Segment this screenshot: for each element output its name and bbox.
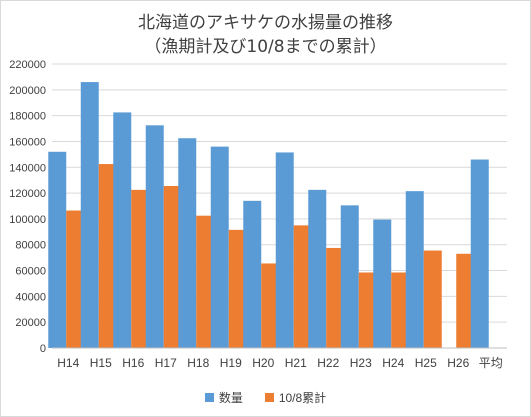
legend: 数量 10/8累計 <box>0 389 531 406</box>
bar-series-2 <box>391 272 410 348</box>
bar-series-2 <box>228 229 247 348</box>
legend-label: 数量 <box>218 391 243 405</box>
y-tick-label: 180000 <box>9 111 46 123</box>
bar-series-1 <box>210 146 229 348</box>
bar-series-2 <box>423 250 442 348</box>
bar-series-1 <box>113 112 132 348</box>
legend-item-series-2: 10/8累計 <box>264 389 327 406</box>
legend-item-series-1: 数量 <box>204 389 243 406</box>
axes: 0 20000 40000 60000 80000 100000 120000 140000 1… <box>9 59 507 370</box>
x-tick-label: H15 <box>90 356 112 370</box>
bar-series-2 <box>98 164 117 348</box>
y-tick-label: 200000 <box>9 85 46 97</box>
bar-series-2 <box>293 225 312 348</box>
y-tick-label: 120000 <box>9 188 46 200</box>
bar-series-1 <box>48 151 67 348</box>
bar-series-2 <box>358 272 377 348</box>
bar-series-1 <box>275 152 294 348</box>
x-tick-label: H18 <box>187 356 209 370</box>
x-tick-label: H17 <box>155 356 177 370</box>
bar-series-2 <box>66 210 85 348</box>
bar-series-1 <box>145 125 164 349</box>
legend-swatch <box>204 393 214 402</box>
x-tick-label: H16 <box>122 356 144 370</box>
bar-series-1 <box>243 200 262 348</box>
y-tick-label: 100000 <box>9 214 46 226</box>
x-tick-label: H26 <box>447 356 469 370</box>
x-tick-label: H25 <box>415 356 437 370</box>
y-tick-label: 220000 <box>9 59 46 71</box>
y-tick-label: 60000 <box>15 266 46 278</box>
x-tick-label: H14 <box>57 356 79 370</box>
bar-series-1 <box>340 205 359 348</box>
chart-subtitle: （漁期計及び10/8までの累計） <box>144 37 387 57</box>
bar-series-1 <box>405 191 424 348</box>
x-tick-label: H23 <box>350 356 372 370</box>
bar-series-2 <box>196 215 215 348</box>
legend-swatch <box>264 393 274 402</box>
bar-series-2 <box>163 185 182 348</box>
x-tick-label: H21 <box>285 356 307 370</box>
y-tick-label: 160000 <box>9 136 46 148</box>
y-tick-label: 0 <box>40 343 46 355</box>
bar-series-1 <box>373 219 392 348</box>
chart-title: 北海道のアキサケの水揚量の推移 <box>138 13 393 33</box>
y-tick-label: 20000 <box>15 317 46 329</box>
x-tick-label: H19 <box>220 356 242 370</box>
x-tick-label: H24 <box>382 356 404 370</box>
x-tick-label: 平均 <box>479 356 503 370</box>
y-tick-label: 40000 <box>15 291 46 303</box>
bar-series-2 <box>326 247 345 348</box>
bars <box>48 82 489 349</box>
x-tick-label: H20 <box>252 356 274 370</box>
bar-series-1 <box>308 189 327 348</box>
bar-series-2 <box>456 253 475 348</box>
bar-series-2 <box>261 263 280 348</box>
bar-series-1 <box>178 138 197 348</box>
bar-series-2 <box>131 189 150 348</box>
y-tick-label: 140000 <box>9 162 46 174</box>
bar-series-1 <box>470 159 489 348</box>
y-tick-label: 80000 <box>15 240 46 252</box>
x-tick-label: H22 <box>317 356 339 370</box>
bar-series-1 <box>80 82 99 348</box>
legend-label: 10/8累計 <box>278 391 327 405</box>
